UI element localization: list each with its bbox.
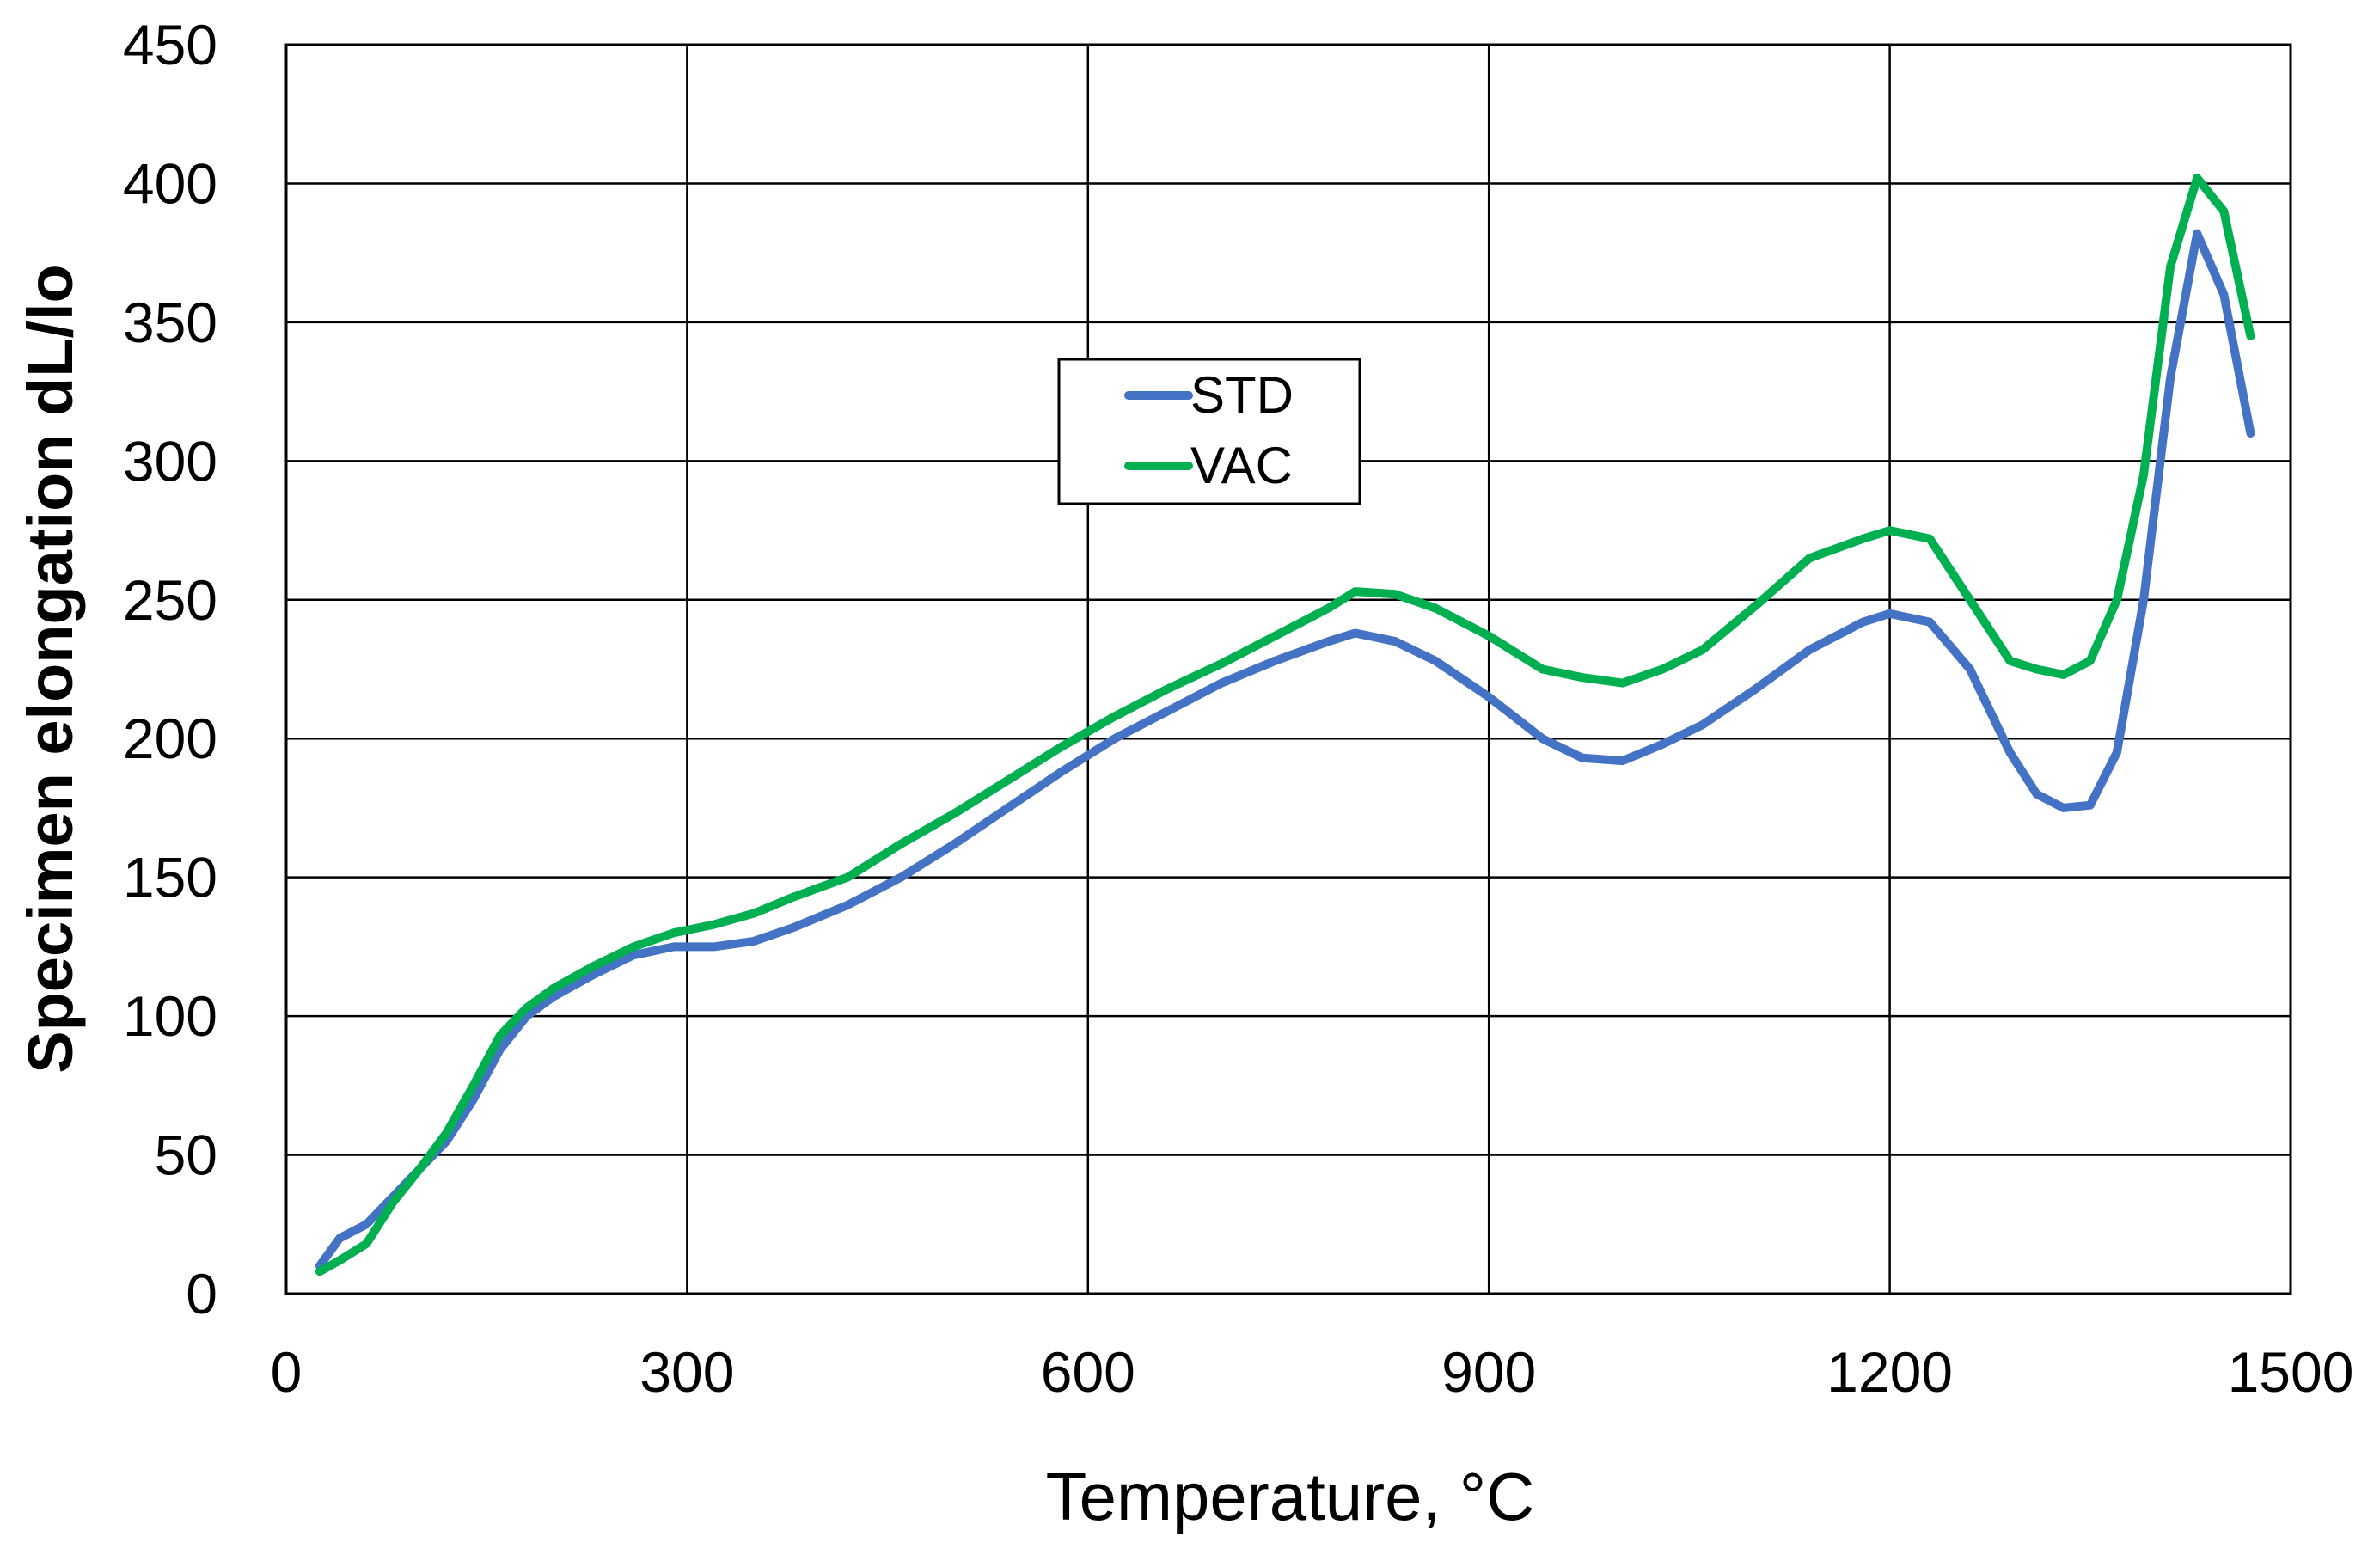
y-axis-tick-labels: 0 50 100 150 200 250 300 350 400 450 [123, 13, 217, 1325]
x-tick-label-3: 900 [1441, 1340, 1536, 1404]
x-tick-label-2: 600 [1041, 1340, 1135, 1404]
y-tick-label-8: 400 [123, 151, 217, 215]
series-lines [315, 174, 2255, 1276]
y-tick-label-0: 0 [186, 1262, 217, 1325]
y-tick-label-3: 150 [123, 846, 217, 909]
y-tick-label-9: 450 [123, 13, 217, 77]
x-tick-label-5: 1500 [2228, 1340, 2354, 1404]
y-tick-label-5: 250 [123, 568, 217, 632]
series-line-std [315, 229, 2255, 1270]
y-tick-label-4: 200 [123, 707, 217, 770]
y-tick-label-7: 350 [123, 291, 217, 354]
series-line-vac [315, 174, 2255, 1276]
legend: STD VAC [1057, 358, 1361, 505]
x-tick-label-0: 0 [271, 1340, 303, 1404]
gridlines [284, 43, 2292, 1295]
y-tick-label-2: 100 [123, 984, 217, 1048]
x-axis-title: Temperature, °C [1046, 1459, 1535, 1534]
plot-area-border [284, 43, 2292, 1295]
x-axis-tick-labels: 0 300 600 900 1200 1500 [271, 1340, 2354, 1404]
y-axis-title: Specimen elongation dL/lo [15, 264, 86, 1074]
legend-box [1057, 358, 1361, 505]
x-tick-label-1: 300 [639, 1340, 734, 1404]
x-tick-label-4: 1200 [1826, 1340, 1953, 1404]
legend-label-vac: VAC [1190, 437, 1293, 494]
y-tick-label-6: 300 [123, 429, 217, 493]
y-tick-label-1: 50 [155, 1123, 217, 1187]
legend-label-std: STD [1190, 366, 1294, 424]
